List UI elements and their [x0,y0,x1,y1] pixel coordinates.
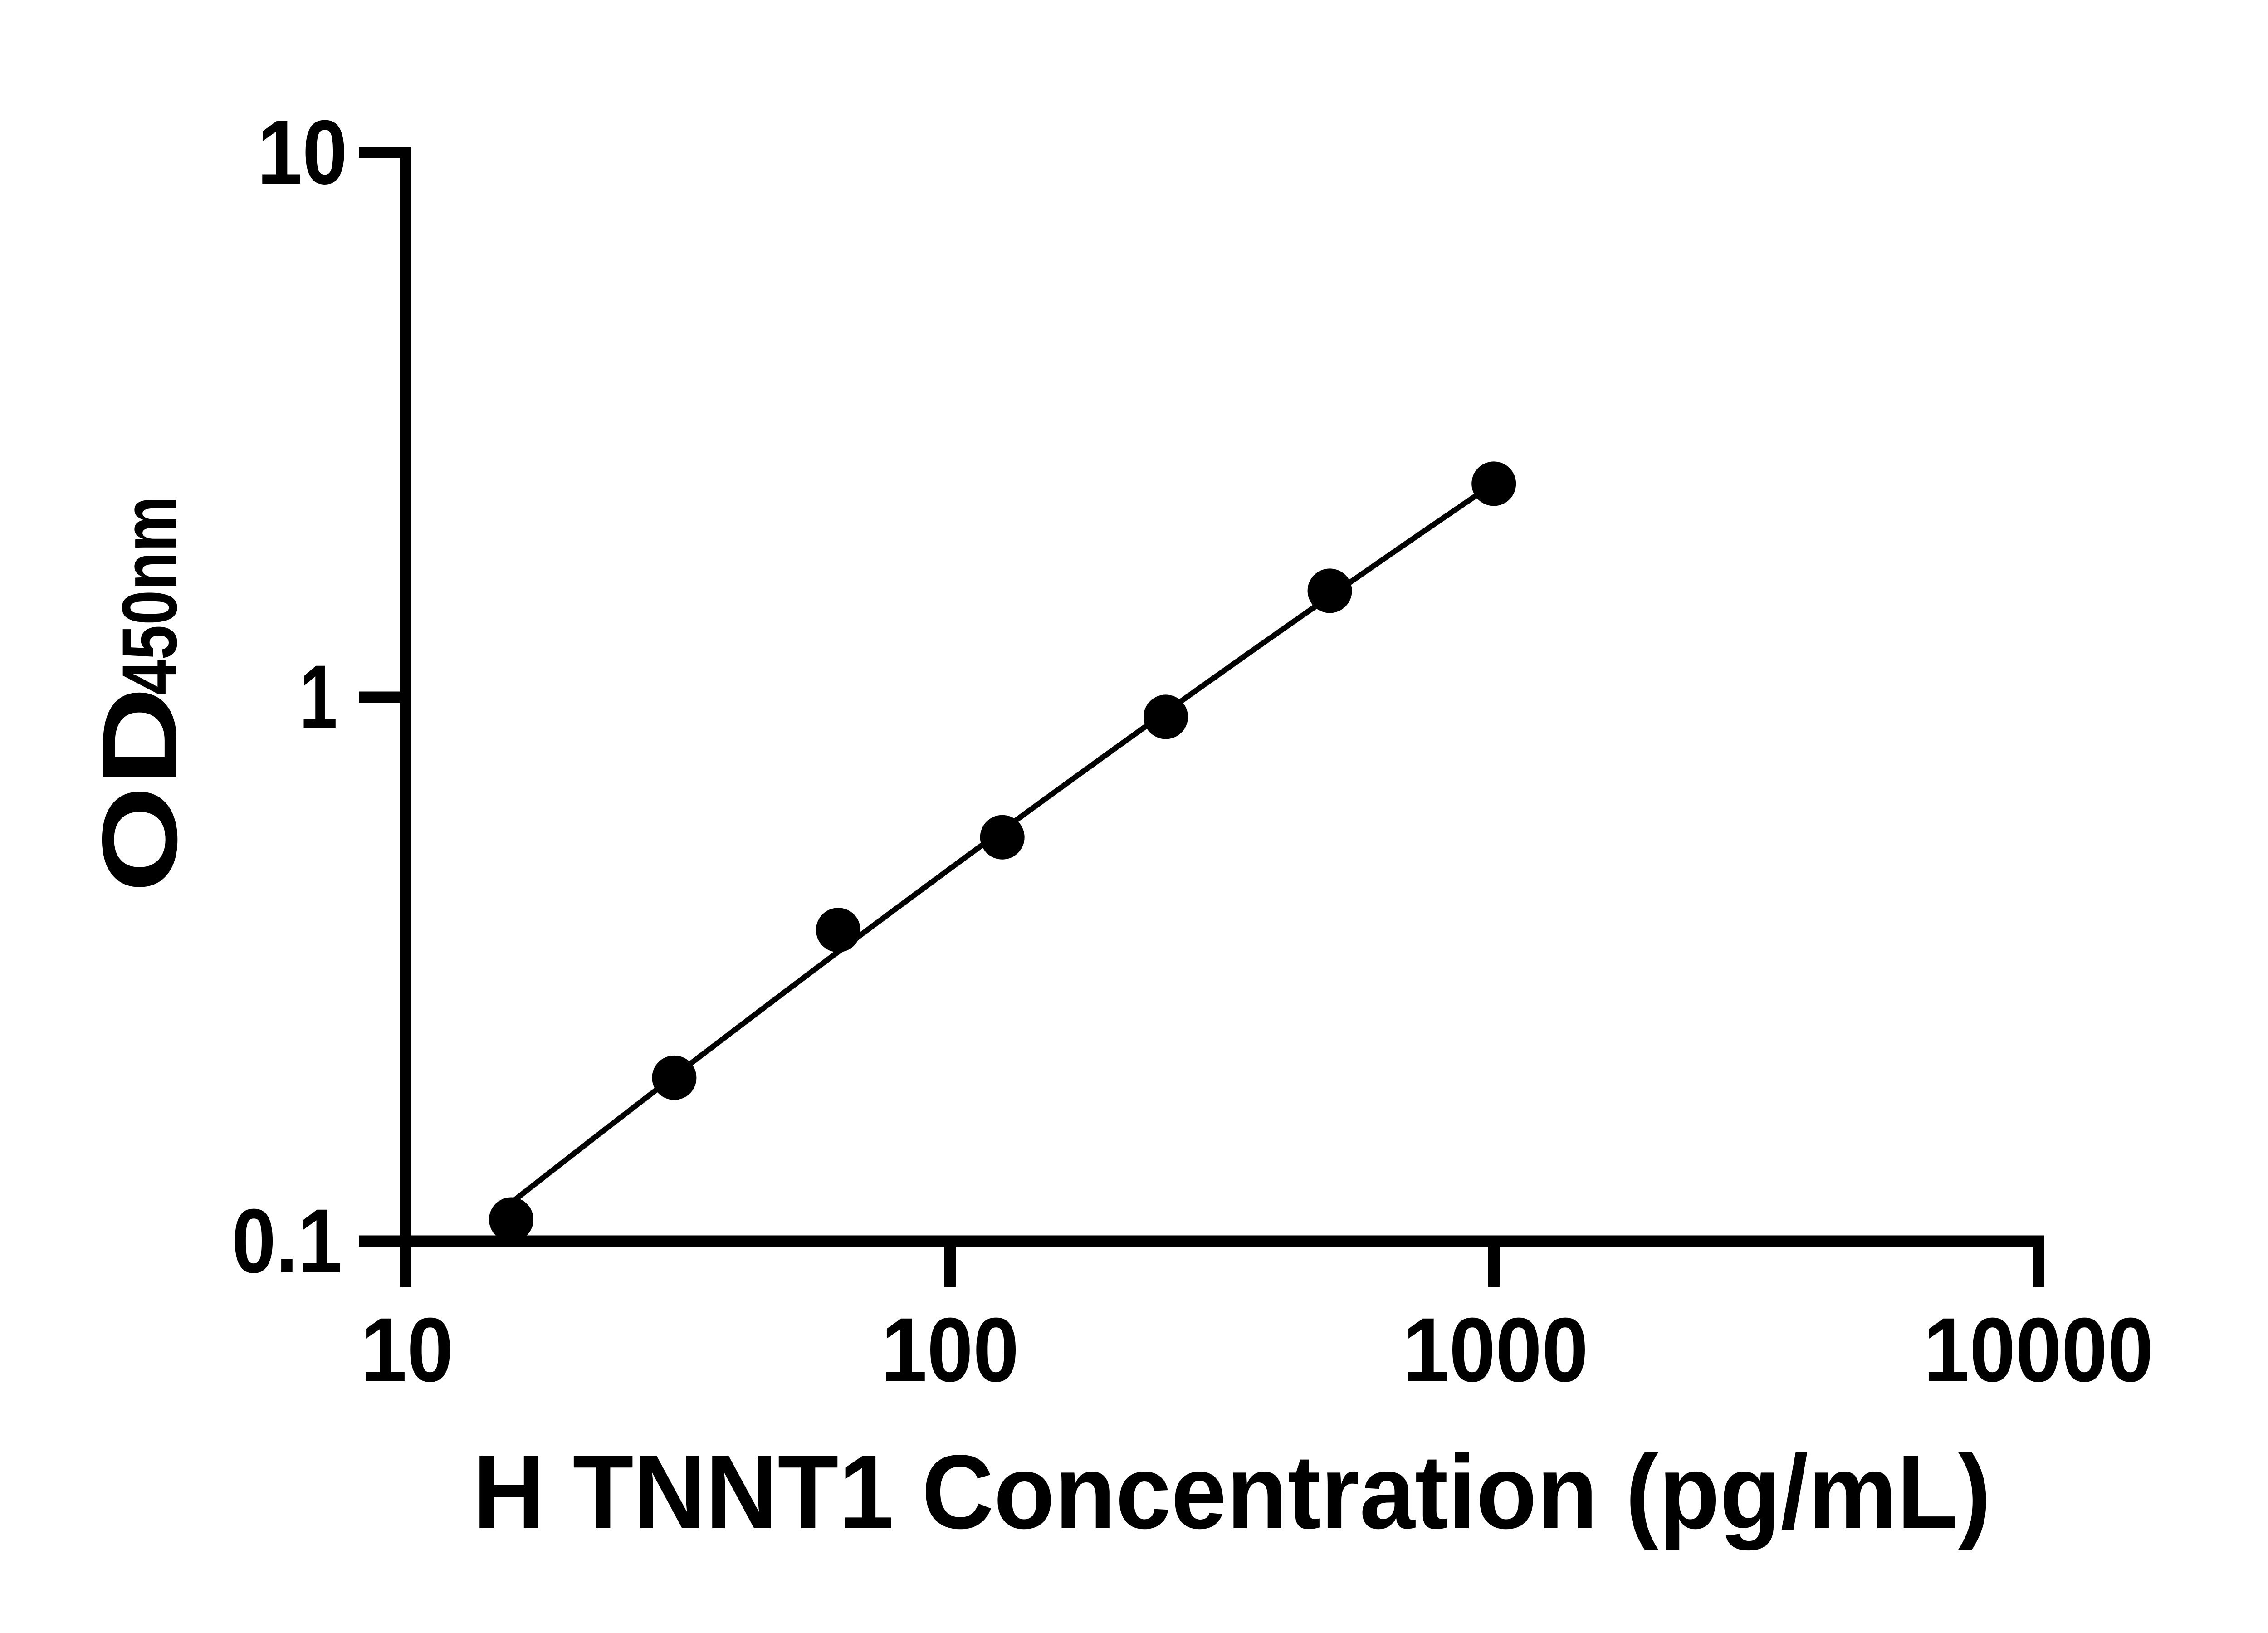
svg-text:10: 10 [361,1299,454,1401]
svg-text:10: 10 [257,101,347,203]
svg-text:450nm: 450nm [106,496,193,695]
svg-text:OD: OD [80,687,199,893]
svg-text:1: 1 [299,646,337,748]
svg-text:0.1: 0.1 [232,1190,342,1292]
svg-text:100: 100 [881,1299,1019,1401]
svg-text:1000: 1000 [1403,1299,1589,1401]
svg-text:10000: 10000 [1924,1299,2154,1401]
svg-text:H TNNT1 Concentration (pg/mL): H TNNT1 Concentration (pg/mL) [473,1433,1991,1551]
